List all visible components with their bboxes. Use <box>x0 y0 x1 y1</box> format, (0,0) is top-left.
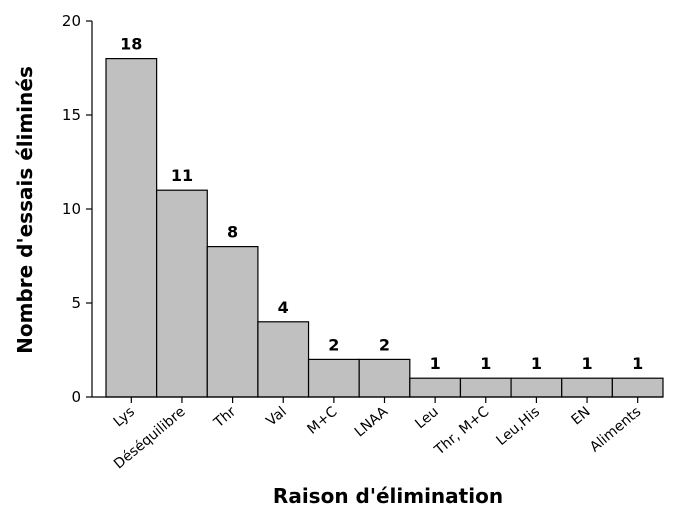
bar-11 <box>611 377 664 398</box>
data-label-7: 1 <box>430 354 441 373</box>
y-axis-title: Nombre d'essais éliminés <box>13 66 37 354</box>
x-tick-label-9: Leu,His <box>493 404 543 449</box>
bar-2 <box>156 189 208 398</box>
bar-4 <box>257 321 310 398</box>
bar-8 <box>459 377 512 398</box>
bar-1 <box>105 57 158 398</box>
data-label-1: 18 <box>120 35 142 54</box>
y-tick-label-10: 10 <box>62 200 81 218</box>
x-tick-label-8: Thr, M+C <box>431 404 493 459</box>
x-tick-label-10: EN <box>569 404 594 429</box>
data-label-11: 1 <box>632 354 643 373</box>
y-tick-label-15: 15 <box>62 106 81 124</box>
data-label-3: 8 <box>227 223 238 242</box>
bar-7 <box>409 377 462 398</box>
bar-5 <box>307 358 360 398</box>
data-label-6: 2 <box>379 335 390 354</box>
x-tick-label-3: Thr <box>210 404 239 432</box>
x-tick-label-4: Val <box>263 404 289 430</box>
x-axis-title: Raison d'élimination <box>273 484 503 508</box>
x-tick-label-5: M+C <box>304 404 340 438</box>
bar-6 <box>358 358 411 398</box>
data-label-5: 2 <box>328 335 339 354</box>
x-tick-label-6: LNAA <box>352 404 392 441</box>
x-tick-label-1: Lys <box>111 404 138 430</box>
bar-9 <box>510 377 563 398</box>
data-label-10: 1 <box>581 354 592 373</box>
bar-10 <box>561 377 613 398</box>
data-label-2: 11 <box>171 166 193 185</box>
x-tick-label-11: Aliments <box>587 404 644 456</box>
data-label-9: 1 <box>531 354 542 373</box>
data-label-8: 1 <box>480 354 491 373</box>
data-label-4: 4 <box>278 298 289 317</box>
x-tick-label-7: Leu <box>412 404 441 432</box>
y-tick-label-20: 20 <box>62 12 81 30</box>
bar-3 <box>206 246 259 398</box>
y-tick-label-5: 5 <box>71 294 81 312</box>
y-tick-label-0: 0 <box>71 388 81 406</box>
